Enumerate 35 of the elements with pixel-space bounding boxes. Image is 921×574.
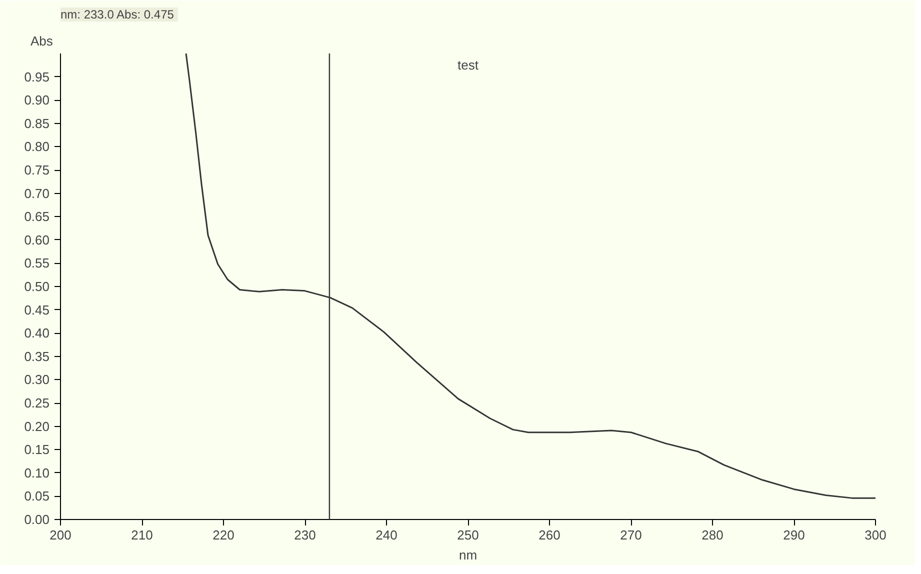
x-tick-label: 280 [702,528,724,542]
y-tick-label: 0.50 [24,279,50,294]
x-tick-label: 220 [212,528,234,542]
x-tick-label: 240 [376,528,398,542]
y-tick-label: 0.40 [24,326,50,341]
y-tick-label: 0.20 [24,418,50,434]
y-tick-label: 0.65 [24,209,50,224]
y-tick-label: 0.85 [24,116,50,131]
y-tick-label: 0.15 [24,442,50,458]
y-tick-label: 0.35 [24,348,50,364]
x-tick-label: 250 [457,528,479,542]
x-tick-label: 290 [783,528,805,542]
y-tick-label: 0.00 [24,512,50,527]
x-tick-label: 260 [538,528,560,542]
x-axis-title: nm [458,548,478,562]
chart-title: test [458,58,479,72]
x-tick-label: 200 [50,528,72,542]
y-tick-label: 0.45 [24,302,50,318]
text: nm: 233.0 Abs: 0.475 [60,8,174,22]
y-tick-label: 0.75 [24,162,50,178]
y-tick-label: 0.05 [24,488,50,504]
y-tick-label: 0.60 [24,232,50,248]
x-tick-label: 230 [294,528,316,542]
y-tick-label: 0.10 [24,465,50,480]
y-tick-label: 0.55 [24,256,50,271]
x-tick-label: 270 [620,528,642,542]
y-tick-label: 0.30 [24,372,50,388]
y-tick-label: 0.70 [24,186,50,201]
y-tick-label: 0.90 [24,92,50,108]
y-tick-label: 0.95 [24,69,50,84]
x-tick-label: 300 [864,528,886,542]
x-tick-label: 210 [131,528,153,542]
y-axis-title: Abs [30,34,54,48]
y-tick-label: 0.25 [24,396,50,410]
y-tick-label: 0.80 [24,139,50,154]
